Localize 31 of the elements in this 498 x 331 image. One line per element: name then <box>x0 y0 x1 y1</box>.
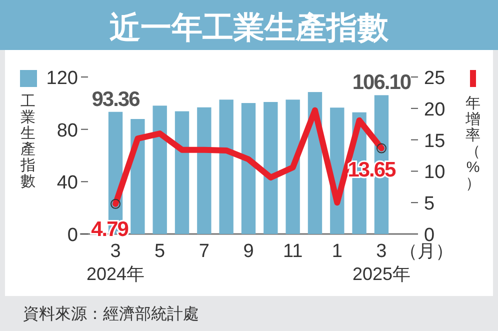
y2-tick-label: 10 <box>424 162 446 184</box>
data-label: 93.36 <box>92 88 140 111</box>
y-tick-label: 0 <box>67 225 78 246</box>
y2-tick-label: 15 <box>424 130 446 152</box>
x-tick-label: 5 <box>154 241 166 262</box>
y-tick-label: 40 <box>56 172 78 194</box>
x-tick-label: 7 <box>198 241 210 262</box>
y2-tick-label: 5 <box>424 194 435 215</box>
bar <box>197 107 212 234</box>
x-tick-label: 11 <box>282 241 303 262</box>
y2-tick-label: 25 <box>424 68 446 89</box>
y-tick-label: 120 <box>46 68 78 89</box>
text: 2025年 <box>352 264 410 284</box>
data-label: 106.10 <box>352 71 411 94</box>
text: 2024年 <box>86 264 145 284</box>
bar <box>174 111 190 234</box>
chart-title: 近一年工業生產指數 <box>110 10 390 45</box>
x-tick-label: 3 <box>376 241 387 262</box>
source-note: 資料來源：經濟部統計處 <box>23 305 199 323</box>
x-tick-label: 1 <box>332 241 342 262</box>
y-axis-title: 工業生產指數 <box>20 93 36 190</box>
x-tick-label: 3 <box>110 241 121 262</box>
x-tick-label: 9 <box>243 241 254 262</box>
y2-tick-label: 20 <box>424 99 446 120</box>
y-tick-label: 80 <box>56 120 78 142</box>
bar <box>241 103 256 234</box>
bar <box>219 100 234 234</box>
bar <box>264 102 278 234</box>
bar <box>286 100 300 234</box>
bar <box>152 106 167 234</box>
y2-axis-title: 年增率（%） <box>464 95 480 192</box>
